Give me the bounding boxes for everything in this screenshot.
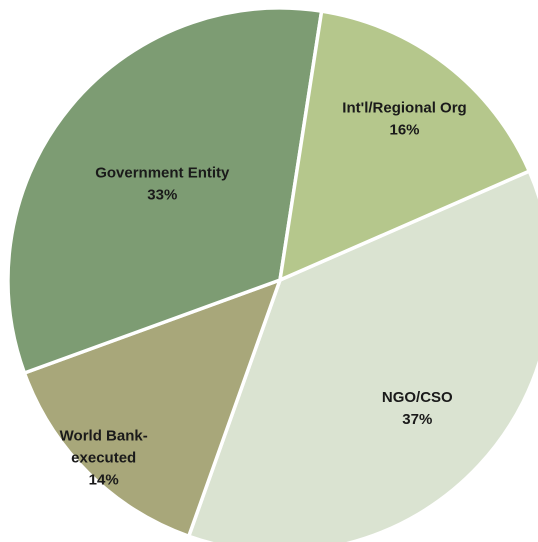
pie-category-government-entity: Government Entity — [95, 164, 230, 181]
pie-value-int-l-regional-org: 16% — [389, 121, 419, 138]
pie-slices — [6, 6, 538, 542]
pie-slice-int-l-regional-org — [278, 9, 531, 282]
pie-label-world-bank-executed: World Bank-executed 14% — [60, 428, 148, 489]
pie-slice-government-entity — [6, 6, 324, 375]
pie-value-government-entity: 33% — [147, 186, 177, 203]
pie-slice-ngo-cso — [187, 169, 538, 542]
pie-label-int-l-regional-org: Int'l/Regional Org 16% — [342, 99, 466, 138]
pie-label-ngo-cso: NGO/CSO 37% — [382, 389, 453, 428]
pie-slice-world-bank-executed — [22, 278, 282, 538]
pie-category-world-bank-executed: World Bank- — [60, 428, 148, 445]
pie-value-world-bank-executed: 14% — [89, 472, 119, 489]
pie-category-world-bank-executed: executed — [71, 450, 136, 467]
pie-category-int-l-regional-org: Int'l/Regional Org — [342, 99, 466, 116]
pie-labels: NGO/CSO 37% World Bank-executed 14% Governme… — [60, 99, 467, 488]
pie-value-ngo-cso: 37% — [402, 411, 432, 428]
pie-category-ngo-cso: NGO/CSO — [382, 389, 453, 406]
pie-label-government-entity: Government Entity 33% — [95, 164, 230, 203]
